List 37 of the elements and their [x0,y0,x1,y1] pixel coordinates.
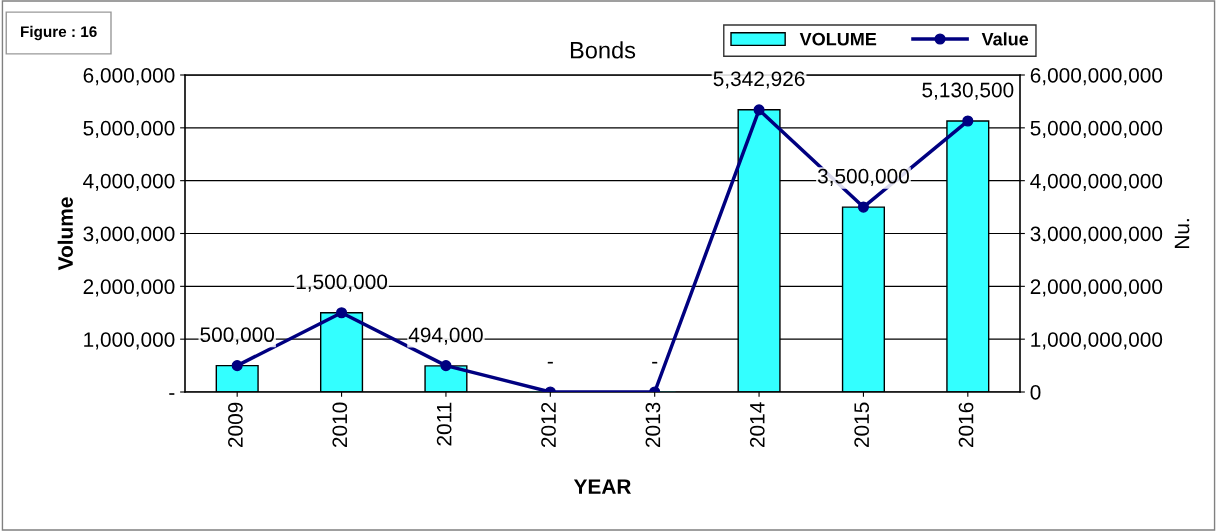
data-label: 5,342,926 [713,71,805,89]
y-tick-label: 4,000,000 [83,173,175,191]
y2-tick-label: 4,000,000,000 [1030,173,1163,191]
x-tick-label: 2012 [541,402,556,448]
y2-tick-label: 0 [1030,385,1041,400]
x-tick-label: 2015 [854,402,870,448]
data-label: 494,000 [408,327,483,345]
data-label: 5,130,500 [922,82,1014,100]
y-tick-label: 2,000,000 [83,279,175,297]
data-label: - [652,361,658,364]
x-tick-label: 2011 [436,402,452,446]
legend-label: Value [981,32,1029,46]
y-tick-label: 1,000,000 [84,332,175,350]
y-tick-label: 3,000,000 [83,226,175,244]
x-tick-label: 2009 [228,402,243,448]
y-tick-label: 6,000,000 [83,68,175,86]
x-axis-title: YEAR [573,479,632,494]
y2-axis-title: Nu. [1174,219,1190,248]
data-label: 1,500,000 [296,274,388,292]
y2-tick-label: 2,000,000,000 [1030,279,1163,297]
x-tick-label: 2010 [332,402,348,448]
data-label: 3,500,000 [817,168,909,186]
y2-tick-label: 5,000,000,000 [1030,120,1163,139]
y2-tick-label: 1,000,000,000 [1031,332,1163,350]
x-tick-label: 2016 [958,402,974,448]
legend-label: VOLUME [799,32,877,46]
chart-title: Bonds [570,41,636,59]
text: Figure : 16 [21,25,97,41]
y-tick-label: 5,000,000 [83,120,175,139]
x-tick-label: 2013 [645,402,661,448]
x-tick-label: 2014 [749,402,765,448]
y-tick-label: - [169,393,175,395]
data-label: - [547,361,553,364]
data-label: 500,000 [200,327,275,345]
y-axis-title: Volume [57,197,73,271]
y2-tick-label: 3,000,000,000 [1030,226,1163,244]
y2-tick-label: 6,000,000,000 [1030,68,1163,86]
